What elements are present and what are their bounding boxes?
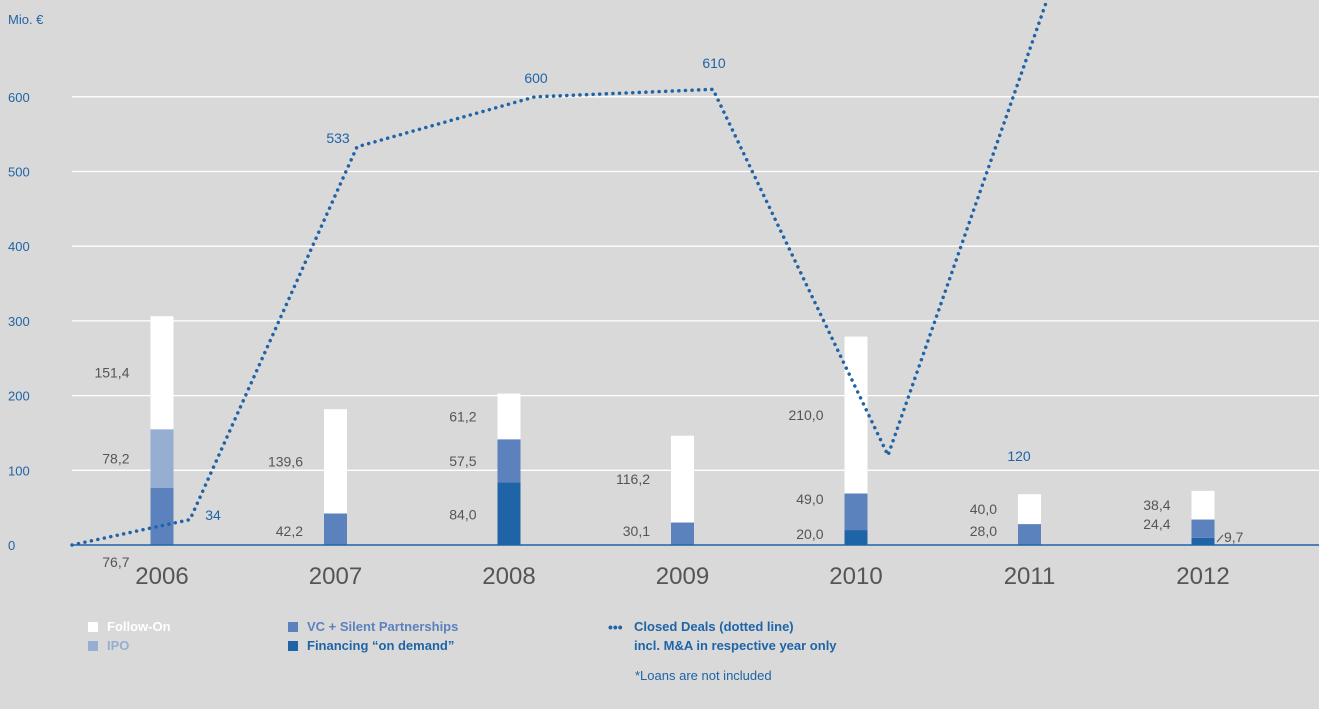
y-tick-label: 500 [8, 165, 30, 180]
bar-line-chart: 0 100 200 300 400 500 600 76,7 78,2 151,4 42,2 139,… [8, 0, 1319, 590]
y-axis-unit-label: Mio. € [8, 12, 44, 27]
y-tick-label: 300 [8, 314, 30, 329]
ipo-swatch-icon [88, 640, 98, 651]
line-data-label: 533 [326, 130, 350, 146]
bar-segment [497, 393, 521, 440]
data-label: 24,4 [1143, 516, 1170, 532]
line-data-label: 610 [702, 55, 726, 71]
legend-item-vc: VC + Silent Partnerships [288, 617, 458, 636]
data-label: 28,0 [970, 523, 997, 539]
legend-label-follow-on: Follow-On [107, 619, 171, 634]
legend-label-ipo: IPO [107, 638, 130, 653]
legend-item-financing: Financing “on demand” [288, 636, 458, 655]
line-data-label: 600 [524, 70, 548, 86]
loans-footnote: *Loans are not included [635, 668, 772, 683]
bar-segment [844, 530, 868, 545]
legend-group-2: VC + Silent Partnerships Financing “on d… [288, 617, 458, 655]
y-tick-label: 0 [8, 538, 15, 553]
follow-on-swatch-icon [88, 621, 98, 632]
data-label: 57,5 [449, 453, 476, 469]
line-data-label: 34 [205, 507, 221, 523]
data-label: 9,7 [1224, 529, 1244, 545]
dotted-line-icon: ••• [608, 618, 623, 635]
data-label: 38,4 [1143, 497, 1170, 513]
data-label: 42,2 [276, 523, 303, 539]
bar-segment [324, 513, 347, 545]
legend-label-closed-deals-1: Closed Deals (dotted line) [634, 619, 794, 634]
data-label: 76,7 [102, 554, 129, 570]
bar-segment [150, 429, 174, 488]
data-label: 84,0 [449, 507, 476, 523]
bar-segment [150, 316, 174, 430]
y-tick-label: 100 [8, 463, 30, 478]
data-label: 151,4 [94, 365, 129, 381]
legend-group-3: ••• Closed Deals (dotted line) incl. M&A… [608, 617, 837, 655]
bar-segment [844, 493, 868, 531]
data-label: 20,0 [796, 526, 823, 542]
bar-segment [324, 409, 347, 514]
bar-segment [671, 522, 694, 545]
bar-segment [1191, 519, 1215, 538]
bar-segment [1018, 494, 1041, 525]
line-data-label: 120 [1007, 448, 1031, 464]
bar-segment [150, 487, 174, 545]
bar-segment [1191, 490, 1215, 520]
data-label: 49,0 [796, 491, 823, 507]
legend-label-closed-deals-2: incl. M&A in respective year only [634, 638, 837, 653]
x-tick-label: 2009 [656, 563, 709, 590]
bar-segment [497, 439, 521, 483]
bar-segment [844, 336, 868, 494]
legend-item-closed-deals: ••• Closed Deals (dotted line) [608, 617, 837, 636]
y-tick-label: 600 [8, 90, 30, 105]
y-tick-label: 200 [8, 389, 30, 404]
x-tick-label: 2010 [829, 563, 882, 590]
bar-segment [497, 482, 521, 545]
vc-swatch-icon [288, 621, 298, 632]
y-tick-label: 400 [8, 239, 30, 254]
legend-item-closed-deals-2: incl. M&A in respective year only [608, 636, 837, 655]
x-tick-label: 2011 [1004, 563, 1056, 590]
x-tick-label: 2006 [135, 563, 188, 590]
legend-label-financing: Financing “on demand” [307, 638, 455, 653]
legend-item-ipo: IPO [88, 636, 171, 655]
bar-segment [671, 435, 694, 523]
data-label: 30,1 [623, 523, 650, 539]
data-label: 78,2 [102, 450, 129, 466]
legend-item-follow-on: Follow-On [88, 617, 171, 636]
bar-segment [1191, 537, 1215, 545]
legend-label-vc: VC + Silent Partnerships [307, 619, 459, 634]
data-label-leader [1216, 534, 1224, 543]
x-tick-label: 2012 [1176, 563, 1229, 590]
data-label: 61,2 [449, 408, 476, 424]
closed-deals-dotted-line [70, 0, 1049, 547]
bar-segment [1018, 524, 1041, 545]
financing-swatch-icon [288, 640, 298, 651]
data-label: 139,6 [268, 453, 303, 469]
data-label: 210,0 [788, 407, 823, 423]
x-tick-label: 2008 [482, 563, 535, 590]
data-label: 40,0 [970, 501, 997, 517]
x-tick-label: 2007 [309, 563, 362, 590]
legend-group-1: Follow-On IPO [88, 617, 171, 655]
data-label: 116,2 [616, 471, 650, 487]
